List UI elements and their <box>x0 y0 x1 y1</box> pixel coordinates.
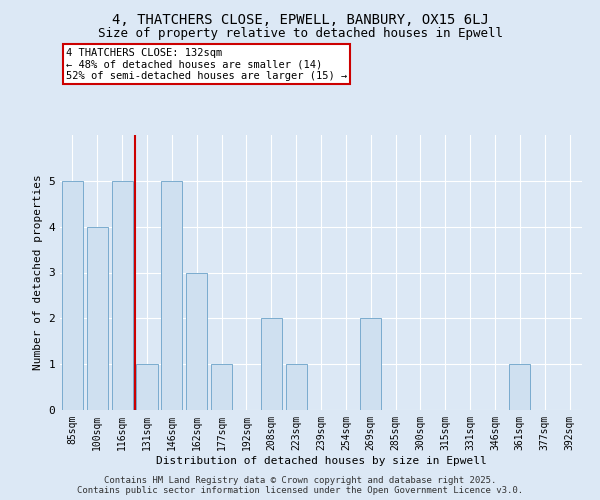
Bar <box>509 364 530 410</box>
Bar <box>161 181 182 410</box>
Bar <box>62 181 83 410</box>
Bar <box>136 364 158 410</box>
Bar <box>211 364 232 410</box>
Text: Contains HM Land Registry data © Crown copyright and database right 2025.
Contai: Contains HM Land Registry data © Crown c… <box>77 476 523 495</box>
Text: 4, THATCHERS CLOSE, EPWELL, BANBURY, OX15 6LJ: 4, THATCHERS CLOSE, EPWELL, BANBURY, OX1… <box>112 12 488 26</box>
Bar <box>87 226 108 410</box>
Bar <box>286 364 307 410</box>
Bar <box>261 318 282 410</box>
X-axis label: Distribution of detached houses by size in Epwell: Distribution of detached houses by size … <box>155 456 487 466</box>
Bar <box>360 318 381 410</box>
Y-axis label: Number of detached properties: Number of detached properties <box>33 174 43 370</box>
Text: Size of property relative to detached houses in Epwell: Size of property relative to detached ho… <box>97 28 503 40</box>
Bar <box>112 181 133 410</box>
Bar <box>186 272 207 410</box>
Text: 4 THATCHERS CLOSE: 132sqm
← 48% of detached houses are smaller (14)
52% of semi-: 4 THATCHERS CLOSE: 132sqm ← 48% of detac… <box>66 48 347 80</box>
